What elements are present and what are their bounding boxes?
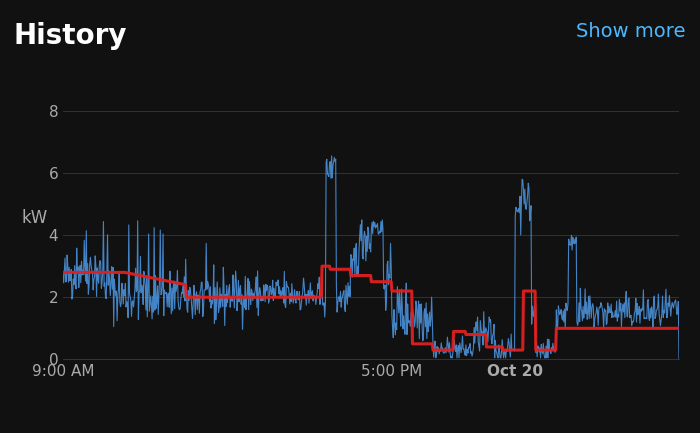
Text: History: History	[14, 22, 127, 50]
Text: Show more: Show more	[577, 22, 686, 41]
Y-axis label: kW: kW	[22, 209, 48, 227]
